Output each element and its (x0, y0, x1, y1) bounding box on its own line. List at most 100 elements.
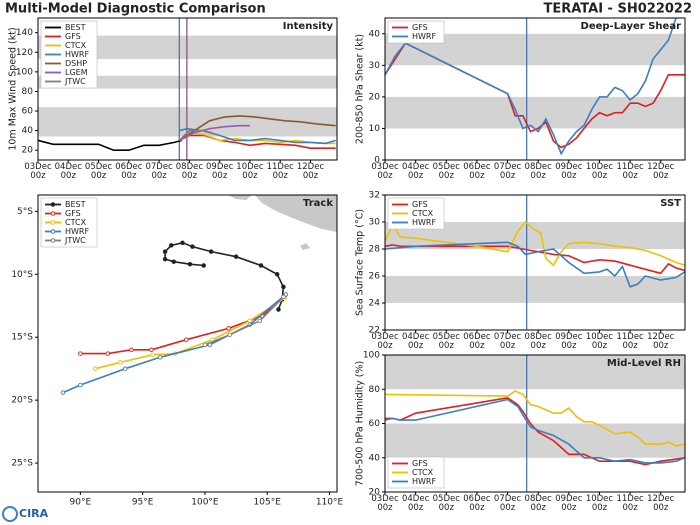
track-point (187, 261, 193, 267)
y-tick-label: 60 (22, 107, 34, 117)
storm-id: TERATAI - SH022022 (543, 2, 692, 17)
x-tick-label: 05Dec 00z (432, 494, 460, 513)
x-tick-label: 09Dec 00z (555, 332, 583, 351)
logo: CIRA (2, 506, 49, 522)
x-tick-label: 03Dec 00z (371, 494, 399, 513)
y-tick-label: 20°S (11, 396, 33, 406)
land (255, 195, 337, 232)
series-line (178, 129, 220, 141)
track-point (283, 292, 289, 297)
track-point (93, 366, 98, 371)
x-tick-label: 110°E (316, 498, 344, 508)
x-tick-label: 11Dec 00z (616, 494, 644, 513)
band (385, 355, 685, 390)
band (38, 75, 337, 89)
y-tick-label: 120 (16, 48, 33, 58)
y-tick-label: 30 (369, 218, 381, 228)
panel-title: Mid-Level RH (607, 358, 681, 369)
legend-label: LGEM (65, 68, 88, 77)
y-axis-label: 700-500 hPa Humidity (%) (355, 361, 366, 486)
track-point (162, 256, 168, 262)
x-tick-label: 12Dec 00z (647, 332, 675, 351)
y-tick-label: 30 (369, 61, 381, 71)
y-tick-label: 80 (369, 385, 381, 395)
x-tick-label: 10Dec 00z (585, 162, 614, 181)
x-tick-label: 05Dec 00z (84, 162, 113, 181)
y-axis-label: 200-850 hPa Shear (kt) (355, 34, 366, 144)
legend-label: CTCX (412, 209, 434, 218)
track-point (60, 390, 66, 395)
x-tick-label: 11Dec 00z (616, 332, 644, 351)
plot-content (38, 18, 337, 160)
track-point (149, 347, 154, 353)
track-point (184, 337, 189, 342)
series-line (204, 296, 284, 346)
legend-marker (50, 211, 56, 216)
legend-box (387, 20, 445, 44)
land (300, 243, 310, 250)
series-line (385, 396, 685, 466)
x-tick-label: 11Dec 00z (616, 162, 644, 181)
series-line (385, 241, 685, 288)
track-point (276, 307, 281, 312)
band (385, 96, 685, 129)
legend-marker (50, 229, 56, 234)
x-tick-label: 05Dec 00z (432, 332, 460, 351)
y-tick-label: 100 (16, 67, 33, 77)
x-tick-label: 04Dec 00z (54, 162, 82, 181)
band (385, 276, 685, 303)
legend-label: CTCX (65, 218, 87, 227)
x-tick-label: 04Dec 00z (401, 494, 430, 513)
plot-frame (37, 194, 338, 493)
track-point (117, 360, 123, 365)
series-line (385, 244, 685, 275)
track-point (157, 355, 163, 360)
y-tick-label: 100 (363, 351, 380, 361)
track-point (180, 240, 185, 246)
track-point (258, 263, 264, 268)
legend-marker (50, 220, 56, 225)
x-tick-label: 10Dec 00z (236, 162, 264, 181)
y-tick-label: 40 (22, 126, 34, 136)
y-tick-label: 22 (369, 326, 380, 336)
legend-label: GFS (65, 209, 81, 218)
x-tick-label: 03Dec 00z (371, 162, 399, 181)
legend-label: BEST (65, 23, 86, 32)
track-point (281, 294, 286, 300)
y-tick-label: 20 (22, 146, 34, 156)
y-tick-label: 24 (369, 299, 381, 309)
y-axis-label: Sea Surface Temp (°C) (355, 209, 366, 316)
x-tick-label: 90°E (70, 498, 92, 508)
y-tick-label: 15°S (11, 333, 33, 343)
x-tick-label: 04Dec 00z (401, 332, 430, 351)
legend-label: DSHP (65, 59, 87, 68)
x-tick-label: 05Dec 00z (432, 162, 460, 181)
track-point (227, 332, 233, 337)
panel-title: SST (660, 198, 681, 209)
y-tick-label: 5°S (17, 207, 33, 217)
track-point (78, 382, 83, 388)
x-tick-label: 07Dec 00z (493, 494, 522, 513)
track-point (247, 318, 253, 324)
plot-frame (384, 17, 686, 161)
x-tick-label: 12Dec 00z (647, 162, 675, 181)
x-tick-label: 10Dec 00z (585, 494, 614, 513)
panel-title: Track (303, 198, 333, 209)
logo-ring (2, 506, 18, 522)
legend-label: GFS (412, 200, 428, 209)
track-point (169, 243, 174, 248)
track-point (122, 366, 128, 371)
x-tick-label: 105°E (254, 498, 282, 508)
track-point (78, 351, 83, 356)
legend-label: CTCX (412, 468, 434, 477)
x-tick-label: 12Dec 00z (296, 162, 325, 181)
y-tick-label: 140 (16, 28, 33, 38)
y-tick-label: 32 (369, 191, 380, 201)
x-tick-label: 08Dec 00z (524, 162, 552, 181)
y-tick-label: 40 (369, 453, 381, 463)
x-tick-label: 07Dec 00z (493, 332, 522, 351)
series-line (178, 134, 336, 149)
track-point (150, 352, 155, 358)
y-tick-label: 26 (369, 272, 381, 282)
legend-label: CTCX (65, 41, 87, 50)
